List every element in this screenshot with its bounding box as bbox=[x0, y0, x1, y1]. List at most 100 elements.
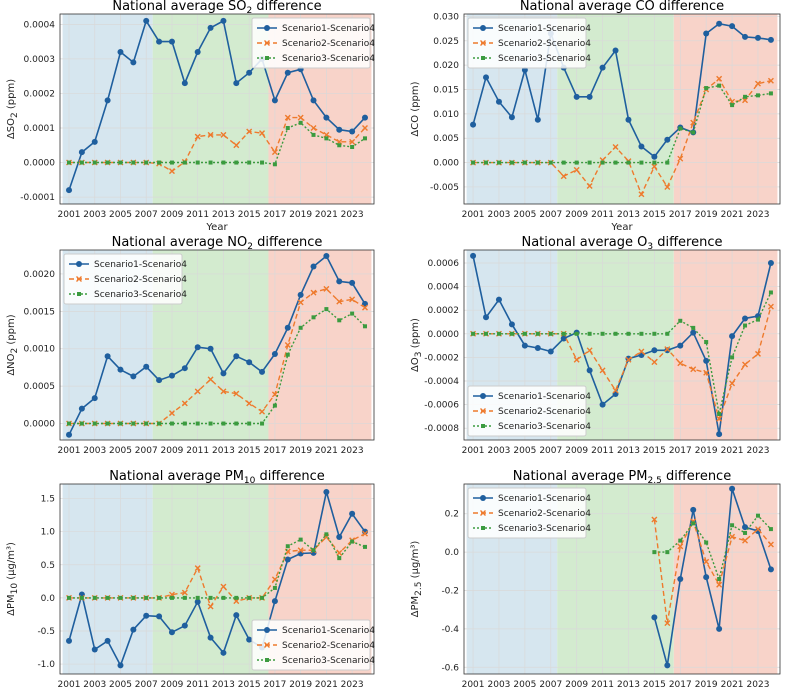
data-point bbox=[233, 142, 240, 149]
data-point bbox=[271, 598, 278, 605]
y-tick-label: -0.6 bbox=[441, 663, 459, 673]
x-tick-label: 2001 bbox=[462, 210, 485, 220]
data-point bbox=[220, 17, 227, 24]
x-tick-label: 2005 bbox=[109, 446, 132, 456]
data-point bbox=[221, 595, 226, 600]
data-point bbox=[67, 160, 72, 165]
data-point bbox=[194, 565, 201, 572]
data-point bbox=[665, 331, 670, 336]
data-point bbox=[677, 342, 684, 349]
data-point bbox=[691, 521, 696, 526]
y-axis-label: ΔO3 (ppm) bbox=[410, 318, 424, 372]
data-point bbox=[729, 333, 736, 340]
data-point bbox=[143, 363, 150, 370]
data-point bbox=[297, 114, 304, 121]
data-point bbox=[66, 637, 73, 644]
x-tick-label: 2021 bbox=[315, 210, 338, 220]
x-tick-label: 2021 bbox=[315, 680, 338, 690]
data-point bbox=[220, 370, 227, 377]
data-point bbox=[272, 162, 277, 167]
data-point bbox=[297, 299, 304, 306]
x-tick-label: 2011 bbox=[591, 680, 614, 690]
data-point bbox=[664, 136, 671, 143]
data-point bbox=[259, 408, 266, 415]
data-point bbox=[144, 160, 149, 165]
data-point bbox=[691, 325, 696, 330]
data-point bbox=[131, 595, 136, 600]
x-tick-label: 2013 bbox=[212, 680, 235, 690]
panel-title: National average CO difference bbox=[520, 0, 724, 14]
x-tick-label: 2003 bbox=[488, 680, 511, 690]
legend: Scenario1-Scenario4 Scenario2-Scenario4 Sc… bbox=[251, 619, 375, 671]
series-line-3 bbox=[69, 533, 366, 599]
data-point bbox=[181, 80, 188, 87]
x-tick-label: 2001 bbox=[462, 446, 485, 456]
legend-marker bbox=[77, 292, 81, 296]
data-point bbox=[677, 576, 684, 582]
y-tick-label: -0.0008 bbox=[424, 424, 459, 434]
data-point bbox=[703, 574, 710, 581]
data-point bbox=[208, 421, 213, 426]
data-point bbox=[703, 357, 710, 364]
x-tick-label: 2007 bbox=[135, 446, 158, 456]
x-tick-label: 2023 bbox=[747, 210, 770, 220]
plot-frame bbox=[463, 249, 781, 441]
x-tick-label: 2013 bbox=[212, 446, 235, 456]
y-tick-label: 0.025 bbox=[433, 37, 459, 47]
y-tick-label: -0.2 bbox=[441, 587, 459, 597]
legend-marker bbox=[265, 56, 269, 60]
x-tick-label: 2001 bbox=[462, 680, 485, 690]
data-point bbox=[181, 589, 188, 596]
data-point bbox=[664, 620, 671, 627]
x-tick-label: 2011 bbox=[591, 210, 614, 220]
data-point bbox=[91, 395, 98, 402]
legend-marker bbox=[264, 25, 270, 31]
data-point bbox=[652, 160, 657, 165]
data-point bbox=[284, 556, 291, 563]
data-point bbox=[573, 166, 580, 173]
data-point bbox=[220, 649, 227, 656]
y-tick-label: 0.0002 bbox=[428, 306, 460, 316]
data-point bbox=[105, 595, 110, 600]
series-line-2 bbox=[653, 519, 772, 624]
legend-label: Scenario2-Scenario4 bbox=[498, 509, 591, 519]
data-point bbox=[690, 329, 697, 336]
legend-label: Scenario1-Scenario4 bbox=[282, 626, 375, 636]
x-tick-label: 2003 bbox=[488, 446, 511, 456]
data-point bbox=[233, 390, 240, 397]
data-point bbox=[767, 36, 774, 43]
x-tick-label: 2015 bbox=[238, 210, 261, 220]
data-point bbox=[743, 323, 748, 328]
data-point bbox=[105, 160, 110, 165]
y-tick-label: 1.0 bbox=[41, 528, 56, 538]
data-point bbox=[677, 360, 684, 367]
data-point bbox=[234, 421, 239, 426]
data-point bbox=[336, 549, 343, 556]
legend: Scenario1-Scenario4 Scenario2-Scenario4 Sc… bbox=[467, 17, 591, 69]
data-point bbox=[743, 530, 748, 535]
data-point bbox=[336, 533, 343, 540]
legend-marker bbox=[480, 25, 486, 31]
data-point bbox=[246, 359, 253, 366]
data-point bbox=[337, 318, 342, 323]
data-point bbox=[471, 331, 476, 336]
x-tick-label: 2015 bbox=[643, 210, 666, 220]
data-point bbox=[349, 510, 356, 517]
data-point bbox=[67, 595, 72, 600]
data-point bbox=[362, 544, 367, 549]
data-point bbox=[651, 163, 658, 170]
data-point bbox=[703, 369, 710, 376]
data-point bbox=[496, 331, 501, 336]
x-tick-label: 2011 bbox=[186, 446, 209, 456]
data-point bbox=[742, 315, 749, 322]
x-tick-label: 2013 bbox=[617, 446, 640, 456]
data-point bbox=[181, 365, 188, 372]
legend-label: Scenario1-Scenario4 bbox=[94, 260, 187, 270]
data-point bbox=[730, 523, 735, 528]
data-point bbox=[246, 636, 253, 643]
data-point bbox=[168, 410, 175, 417]
x-tick-label: 2019 bbox=[695, 680, 718, 690]
data-point bbox=[471, 160, 476, 165]
x-tick-label: 2017 bbox=[669, 446, 692, 456]
series-line-1 bbox=[68, 491, 366, 668]
